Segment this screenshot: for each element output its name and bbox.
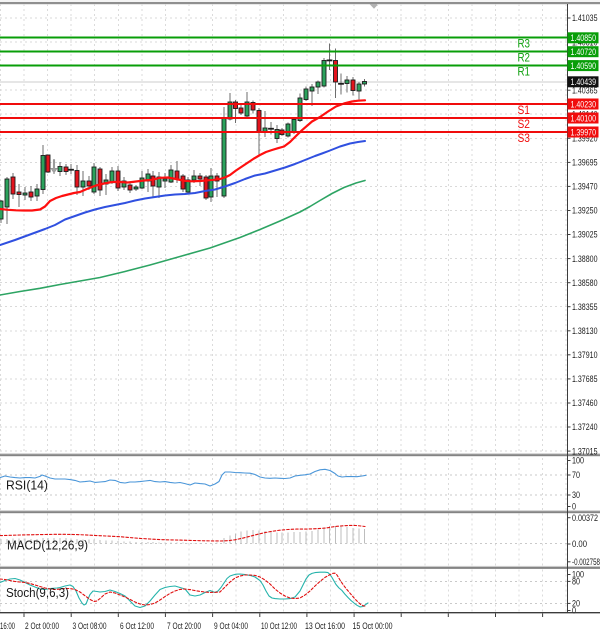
svg-text:2 Oct 00:00: 2 Oct 00:00 [25, 621, 59, 632]
svg-text:1.37685: 1.37685 [572, 374, 598, 385]
svg-text:1.38800: 1.38800 [572, 254, 598, 265]
svg-text:1.38580: 1.38580 [572, 278, 598, 289]
svg-text:80: 80 [572, 577, 580, 588]
svg-text:1.39470: 1.39470 [572, 182, 598, 193]
svg-text:0.00372: 0.00372 [572, 513, 598, 524]
svg-text:S2: S2 [518, 117, 531, 131]
svg-text:-0.002758: -0.002758 [572, 557, 600, 568]
svg-text:3 Oct 08:00: 3 Oct 08:00 [73, 621, 107, 632]
svg-text:RSI(14): RSI(14) [6, 478, 48, 493]
svg-text:1.39920: 1.39920 [572, 134, 598, 145]
svg-text:MACD(12,26,9): MACD(12,26,9) [7, 539, 88, 553]
svg-text:15 Oct 00:00: 15 Oct 00:00 [353, 621, 393, 632]
svg-text:10 Oct 12:00: 10 Oct 12:00 [261, 621, 297, 632]
svg-text:13 Oct 16:00: 13 Oct 16:00 [305, 621, 345, 632]
svg-text:1.40230: 1.40230 [571, 99, 597, 110]
svg-text:S3: S3 [518, 131, 531, 145]
svg-text:100: 100 [572, 456, 584, 467]
svg-text:1.41035: 1.41035 [572, 13, 598, 24]
svg-text:1.40590: 1.40590 [571, 61, 597, 72]
svg-text:7 Oct 20:00: 7 Oct 20:00 [167, 621, 201, 632]
svg-text:1.40850: 1.40850 [571, 33, 597, 44]
svg-text:0.00: 0.00 [572, 539, 587, 550]
svg-text:100: 100 [572, 570, 584, 581]
svg-text:1.37015: 1.37015 [572, 446, 598, 457]
svg-text:1.39025: 1.39025 [572, 230, 598, 241]
svg-text:1.37240: 1.37240 [572, 422, 598, 433]
svg-text:70: 70 [572, 470, 580, 481]
svg-text:1.40439: 1.40439 [571, 77, 597, 88]
svg-text:0: 0 [572, 606, 576, 617]
svg-text:1.38355: 1.38355 [572, 302, 598, 313]
svg-text:1.37460: 1.37460 [572, 398, 598, 409]
svg-text:R1: R1 [518, 65, 531, 79]
svg-text:9 Oct 04:00: 9 Oct 04:00 [214, 621, 248, 632]
svg-text:1.40720: 1.40720 [571, 47, 597, 58]
svg-text:S1: S1 [518, 103, 531, 117]
svg-text:R3: R3 [518, 37, 531, 51]
svg-text:1.39970: 1.39970 [571, 127, 597, 138]
svg-text:16:00: 16:00 [0, 621, 15, 632]
svg-text:1.40100: 1.40100 [571, 113, 597, 124]
svg-text:1.38130: 1.38130 [572, 326, 598, 337]
svg-text:1.40365: 1.40365 [572, 85, 598, 96]
svg-text:1.39695: 1.39695 [572, 158, 598, 169]
svg-text:6 Oct 12:00: 6 Oct 12:00 [120, 621, 154, 632]
svg-text:1.37910: 1.37910 [572, 350, 598, 361]
svg-text:Stoch(9,6,3): Stoch(9,6,3) [6, 585, 69, 600]
svg-text:1.39250: 1.39250 [572, 206, 598, 217]
svg-text:R2: R2 [518, 51, 531, 65]
svg-text:0: 0 [572, 502, 576, 513]
svg-text:30: 30 [572, 490, 580, 501]
svg-text:20: 20 [572, 599, 580, 610]
